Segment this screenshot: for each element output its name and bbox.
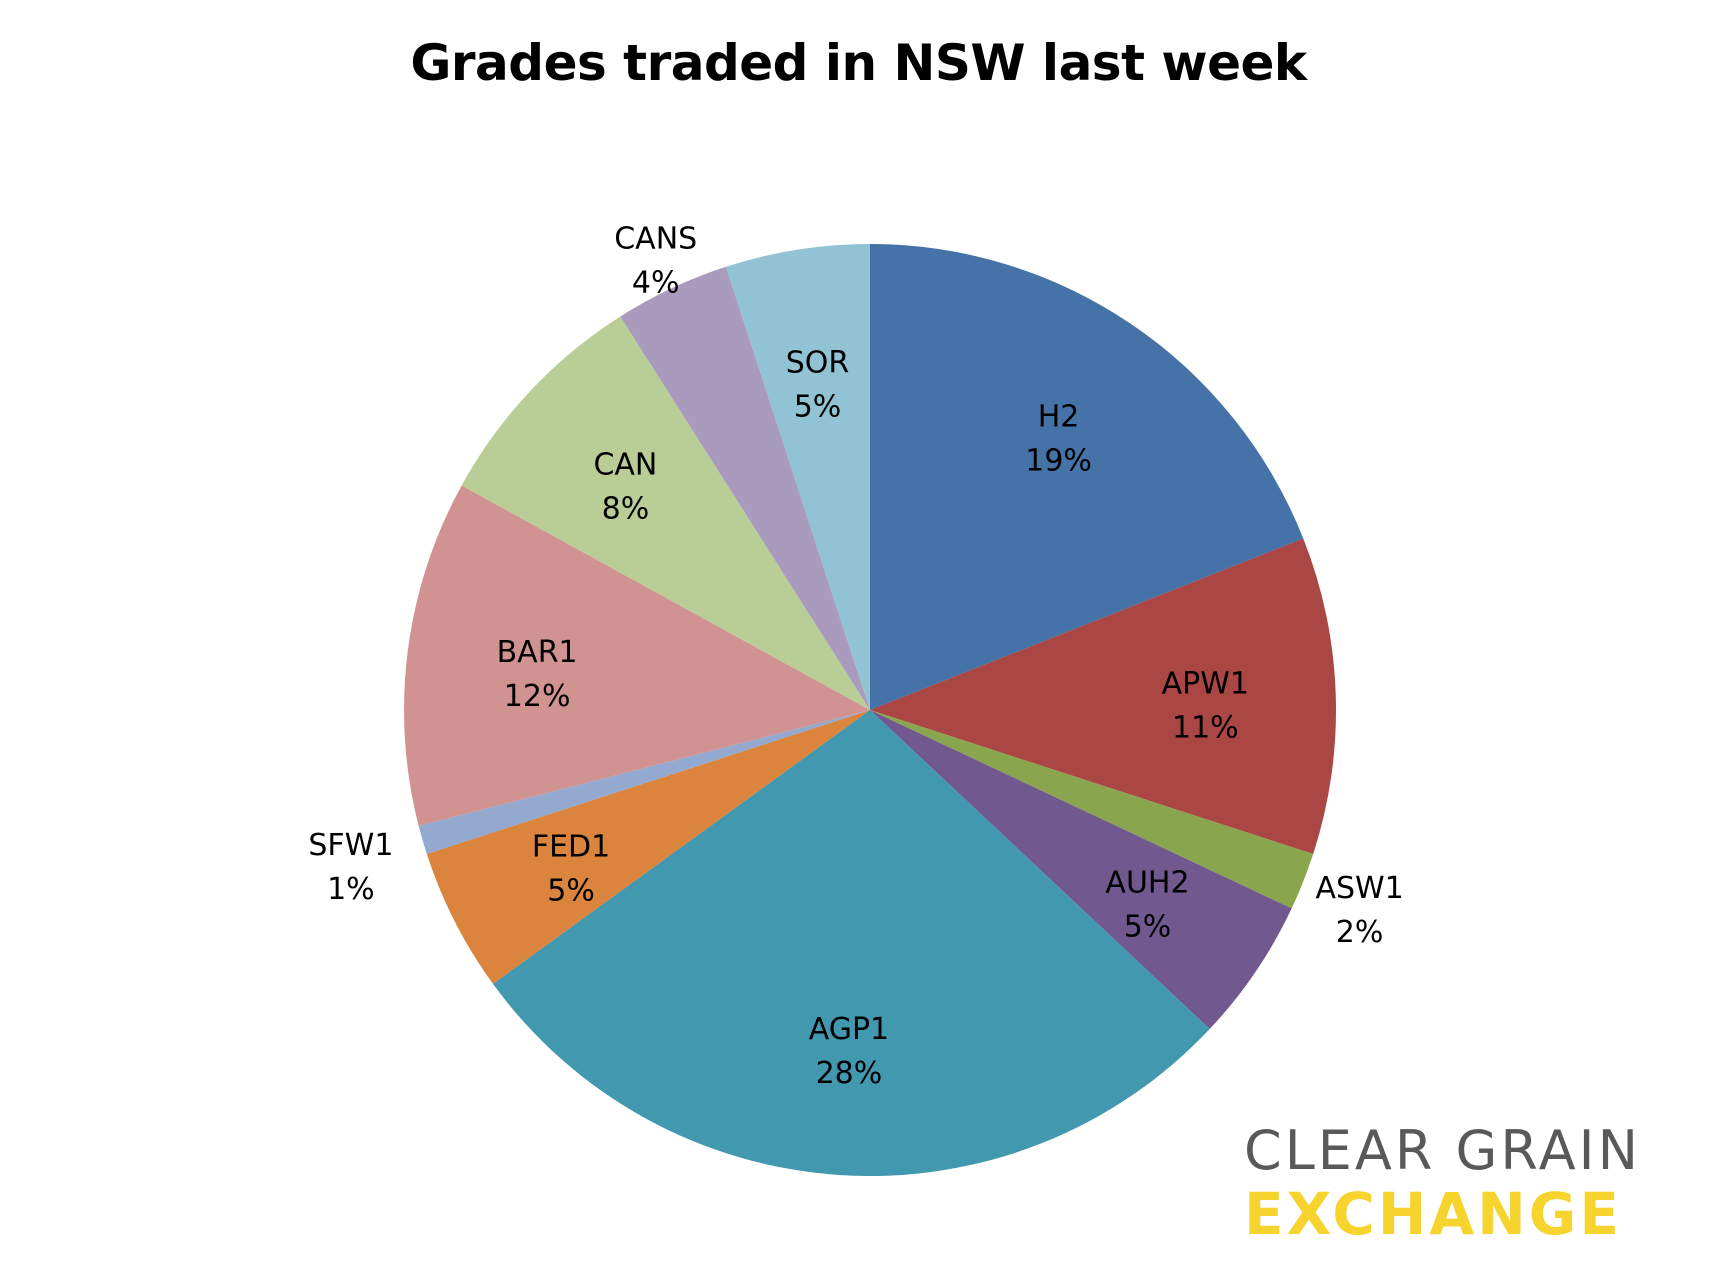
slice-label-auh2: AUH2	[1105, 866, 1189, 901]
slice-percent-cans: 4%	[632, 266, 680, 301]
pie-labels: H2 19% APW1 11% ASW1 2% AUH2 5% AGP1 28% FED1 5% SFW…	[308, 222, 1403, 1091]
slice-label-sor: SOR	[786, 346, 850, 381]
slice-percent-h2: 19%	[1025, 443, 1092, 478]
slice-label-h2: H2	[1038, 399, 1080, 434]
pie-slice-fed1	[426, 710, 870, 984]
pie-slice-h2	[870, 244, 1304, 710]
slice-percent-sor: 5%	[794, 390, 842, 425]
slice-percent-agp1: 28%	[816, 1056, 883, 1091]
slice-percent-asw1: 2%	[1336, 915, 1384, 950]
pie-slice-agp1	[492, 710, 1210, 1176]
slice-percent-auh2: 5%	[1124, 910, 1172, 945]
chart-title: Grades traded in NSW last week	[410, 34, 1307, 92]
slice-percent-can: 8%	[602, 491, 650, 526]
pie-slice-cans	[620, 266, 870, 710]
slice-label-fed1: FED1	[532, 829, 610, 864]
slice-percent-sfw1: 1%	[327, 872, 375, 907]
slice-percent-apw1: 11%	[1172, 710, 1239, 745]
clear-grain-exchange-logo: CLEAR GRAIN EXCHANGE	[1244, 1119, 1664, 1248]
pie-slice-bar1	[404, 485, 870, 826]
pie-slice-sfw1	[418, 710, 870, 855]
slice-label-apw1: APW1	[1162, 666, 1249, 701]
slice-label-asw1: ASW1	[1315, 871, 1403, 906]
slice-percent-fed1: 5%	[547, 873, 595, 908]
pie-slice-auh2	[870, 710, 1292, 1029]
slice-label-can: CAN	[593, 447, 657, 482]
slice-label-sfw1: SFW1	[308, 828, 393, 863]
pie-slice-asw1	[870, 710, 1314, 909]
pie-slice-can	[461, 316, 870, 710]
slice-label-agp1: AGP1	[809, 1012, 889, 1047]
slice-label-cans: CANS	[614, 222, 697, 257]
slice-label-bar1: BAR1	[497, 635, 578, 670]
pie-slice-sor	[725, 244, 870, 710]
pie-slices	[404, 244, 1336, 1176]
pie-slice-apw1	[870, 538, 1336, 855]
logo-line-exchange: EXCHANGE	[1244, 1180, 1623, 1248]
logo-line-clear-grain: CLEAR GRAIN	[1244, 1119, 1641, 1182]
slice-percent-bar1: 12%	[504, 679, 571, 714]
